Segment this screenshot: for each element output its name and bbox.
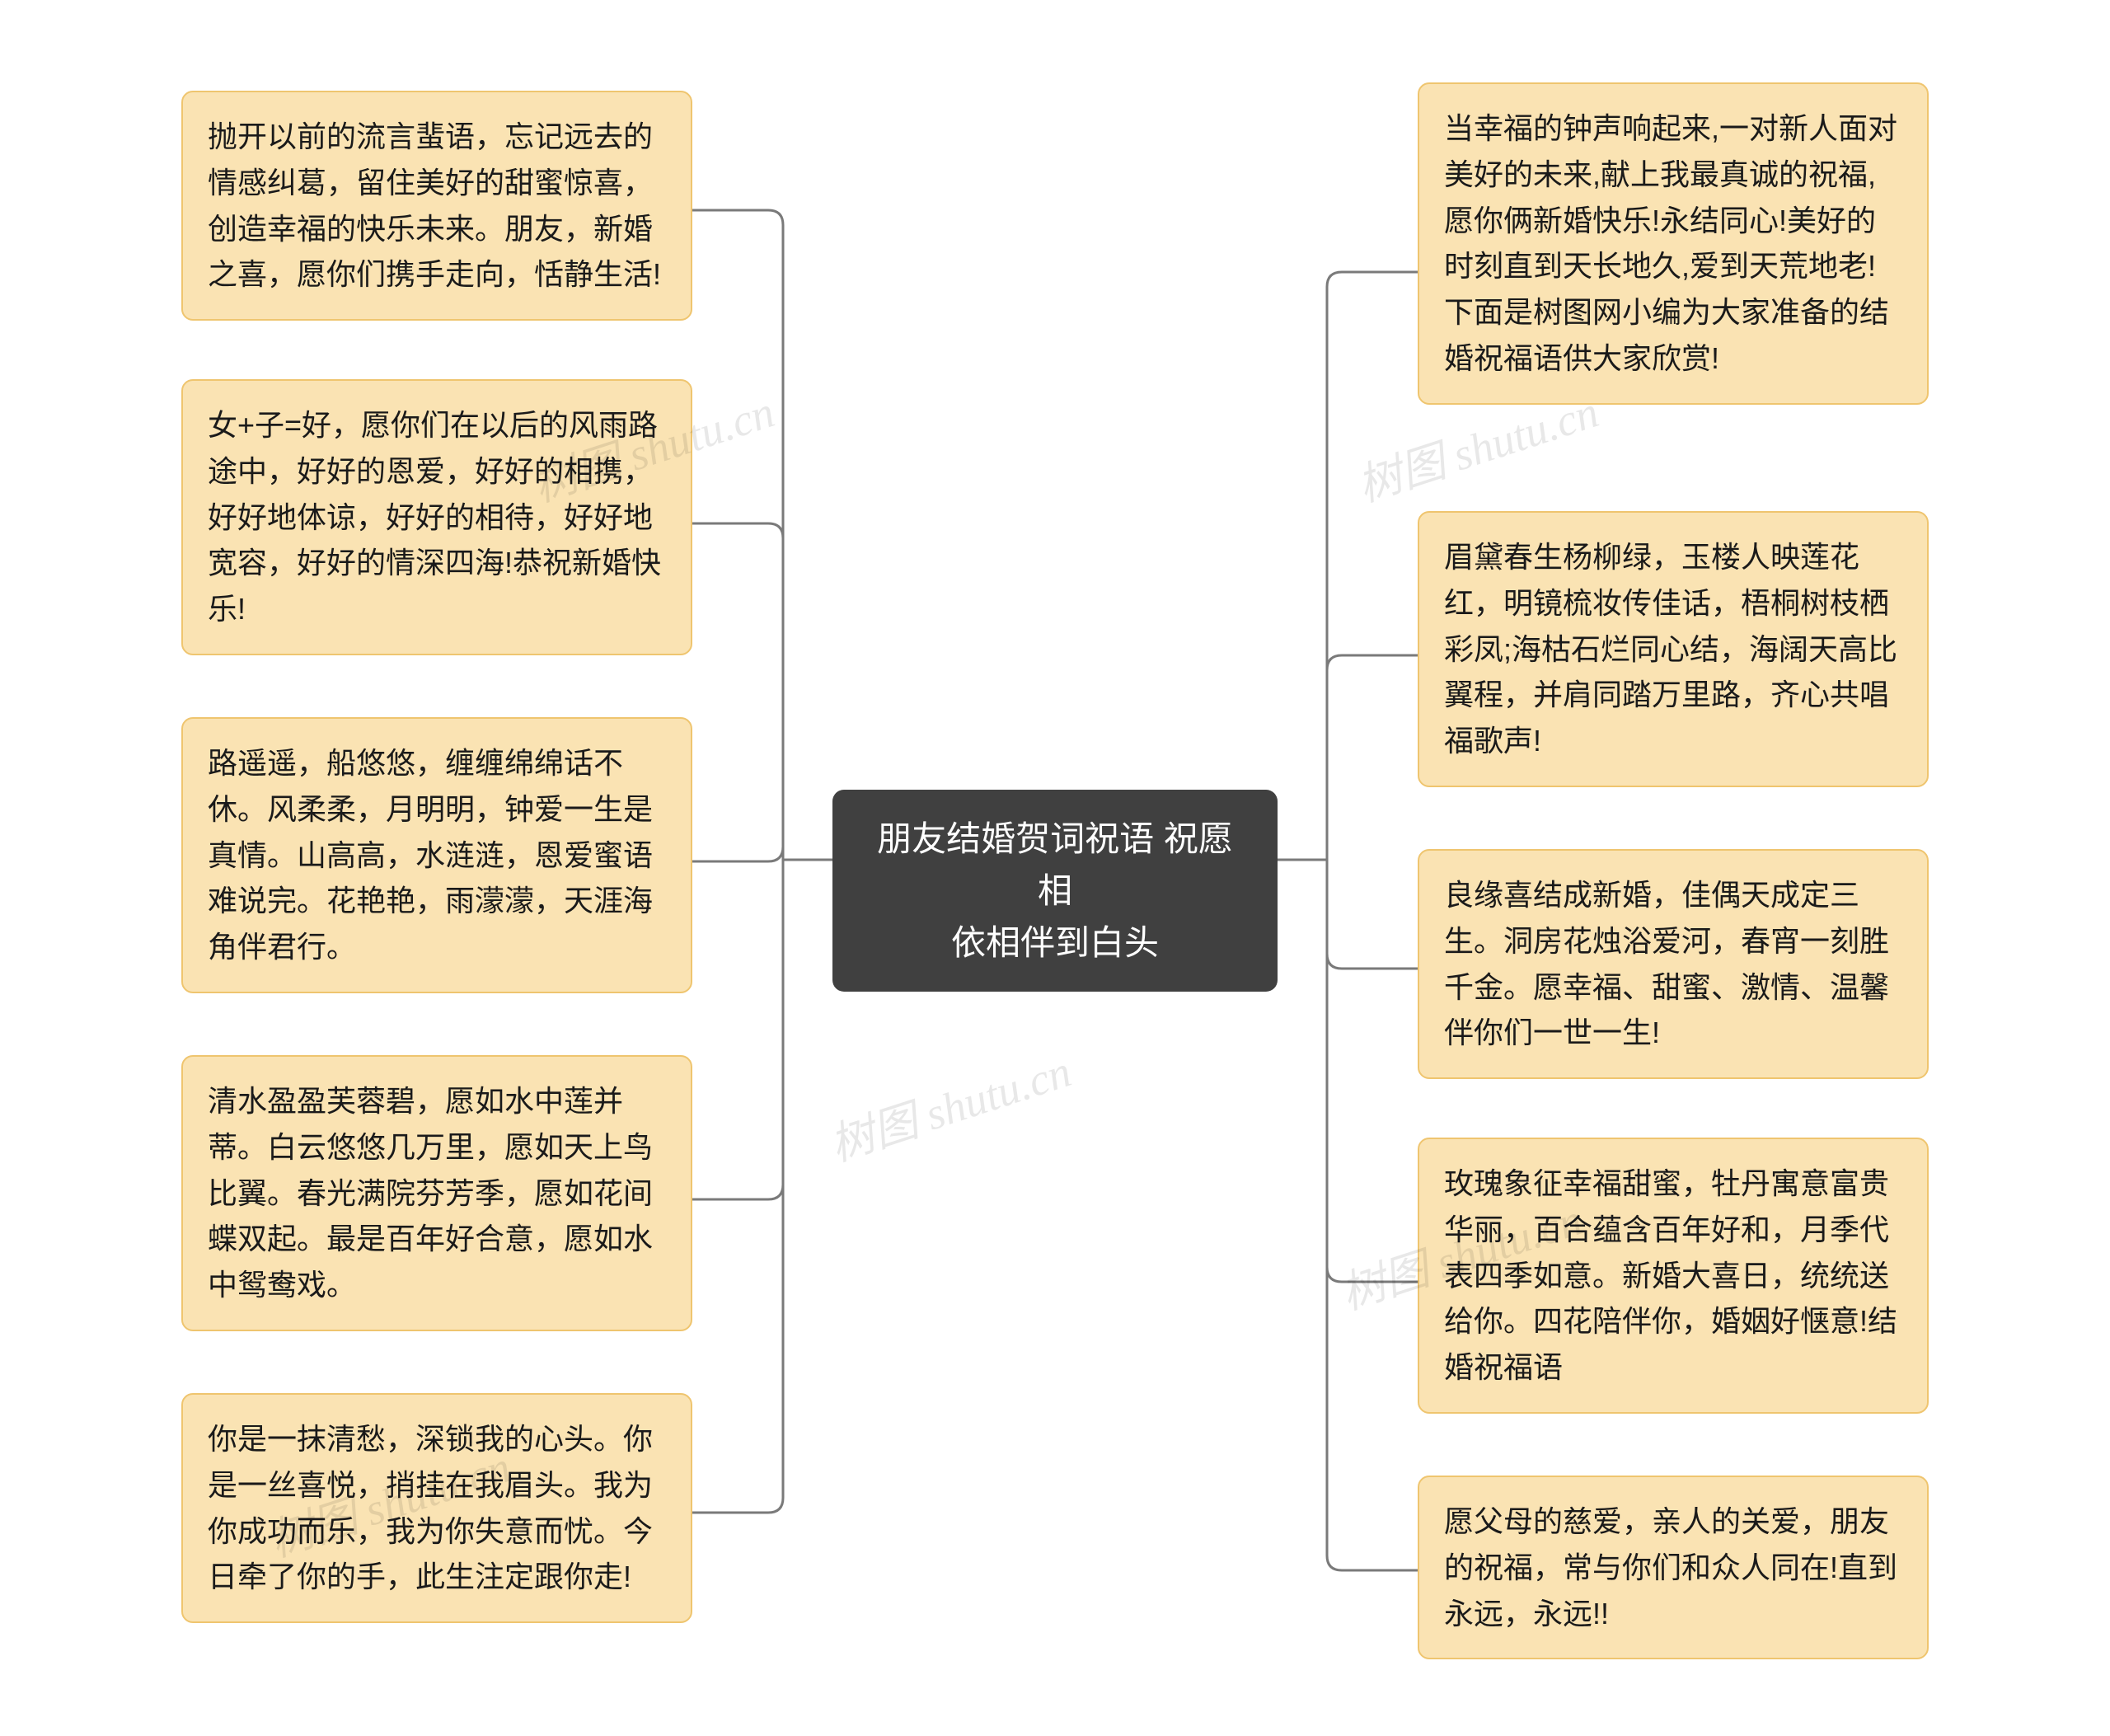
right-leaf-1: 眉黛春生杨柳绿，玉楼人映莲花红，明镜梳妆传佳话，梧桐树枝栖彩凤;海枯石烂同心结，… [1418,511,1929,787]
mindmap-canvas: 朋友结婚贺词祝语 祝愿相 依相伴到白头 抛开以前的流言蜚语，忘记远去的情感纠葛，… [0,0,2110,1736]
center-title-line2: 依相伴到白头 [862,917,1248,969]
center-title-line1: 朋友结婚贺词祝语 祝愿相 [862,813,1248,917]
left-leaf-4: 你是一抹清愁，深锁我的心头。你是一丝喜悦，捎挂在我眉头。我为你成功而乐，我为你失… [181,1393,692,1623]
right-leaf-0: 当幸福的钟声响起来,一对新人面对美好的未来,献上我最真诚的祝福,愿你俩新婚快乐!… [1418,82,1929,405]
left-leaf-3: 清水盈盈芙蓉碧，愿如水中莲并蒂。白云悠悠几万里，愿如天上鸟比翼。春光满院芬芳季，… [181,1055,692,1331]
right-leaf-2: 良缘喜结成新婚，佳偶天成定三生。洞房花烛浴爱河，春宵一刻胜千金。愿幸福、甜蜜、激… [1418,849,1929,1079]
right-leaf-3: 玫瑰象征幸福甜蜜，牡丹寓意富贵华丽，百合蕴含百年好和，月季代表四季如意。新婚大喜… [1418,1138,1929,1414]
left-leaf-0: 抛开以前的流言蜚语，忘记远去的情感纠葛，留住美好的甜蜜惊喜，创造幸福的快乐未来。… [181,91,692,321]
left-leaf-2: 路遥遥，船悠悠，缠缠绵绵话不休。风柔柔，月明明，钟爱一生是真情。山高高，水涟涟，… [181,717,692,993]
watermark-2: 树图 shutu.cn [820,1035,1078,1174]
right-leaf-4: 愿父母的慈爱，亲人的关爱，朋友的祝福，常与你们和众人同在!直到永远，永远!! [1418,1476,1929,1659]
left-leaf-1: 女+子=好，愿你们在以后的风雨路途中，好好的恩爱，好好的相携，好好地体谅，好好的… [181,379,692,655]
center-topic: 朋友结婚贺词祝语 祝愿相 依相伴到白头 [832,790,1278,992]
